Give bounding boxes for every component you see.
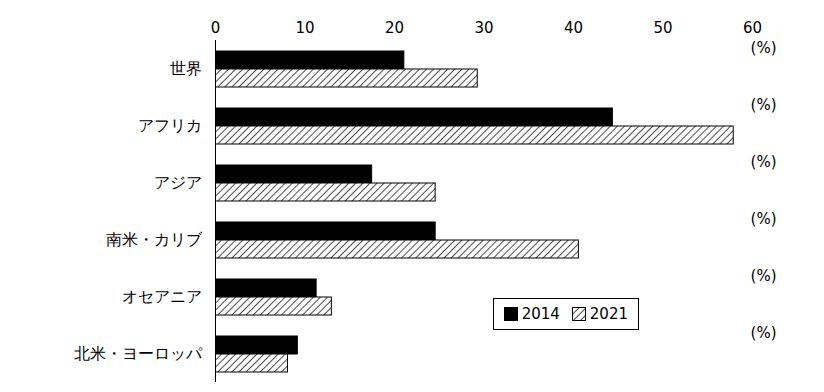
svg-text:10: 10 <box>295 19 314 37</box>
svg-text:(%): (%) <box>751 210 777 228</box>
svg-text:(%): (%) <box>751 324 777 342</box>
svg-text:0: 0 <box>211 19 221 37</box>
svg-text:北米・ヨーロッパ: 北米・ヨーロッパ <box>74 344 203 363</box>
svg-text:(%): (%) <box>751 96 777 114</box>
svg-text:50: 50 <box>653 19 672 37</box>
svg-text:アジア: アジア <box>154 173 202 192</box>
svg-text:20: 20 <box>385 19 404 37</box>
svg-text:世界: 世界 <box>170 59 202 78</box>
svg-text:(%): (%) <box>751 39 777 57</box>
svg-text:(%): (%) <box>751 267 777 285</box>
svg-text:オセアニア: オセアニア <box>122 287 202 306</box>
html-text:2014: 2014 <box>521 305 560 323</box>
html-text:2021: 2021 <box>589 305 628 323</box>
svg-text:南米・カリブ: 南米・カリブ <box>106 230 203 249</box>
svg-text:60: 60 <box>743 19 762 37</box>
svg-text:アフリカ: アフリカ <box>138 116 202 135</box>
svg-text:40: 40 <box>564 19 583 37</box>
svg-text:(%): (%) <box>751 153 777 171</box>
svg-text:30: 30 <box>474 19 493 37</box>
